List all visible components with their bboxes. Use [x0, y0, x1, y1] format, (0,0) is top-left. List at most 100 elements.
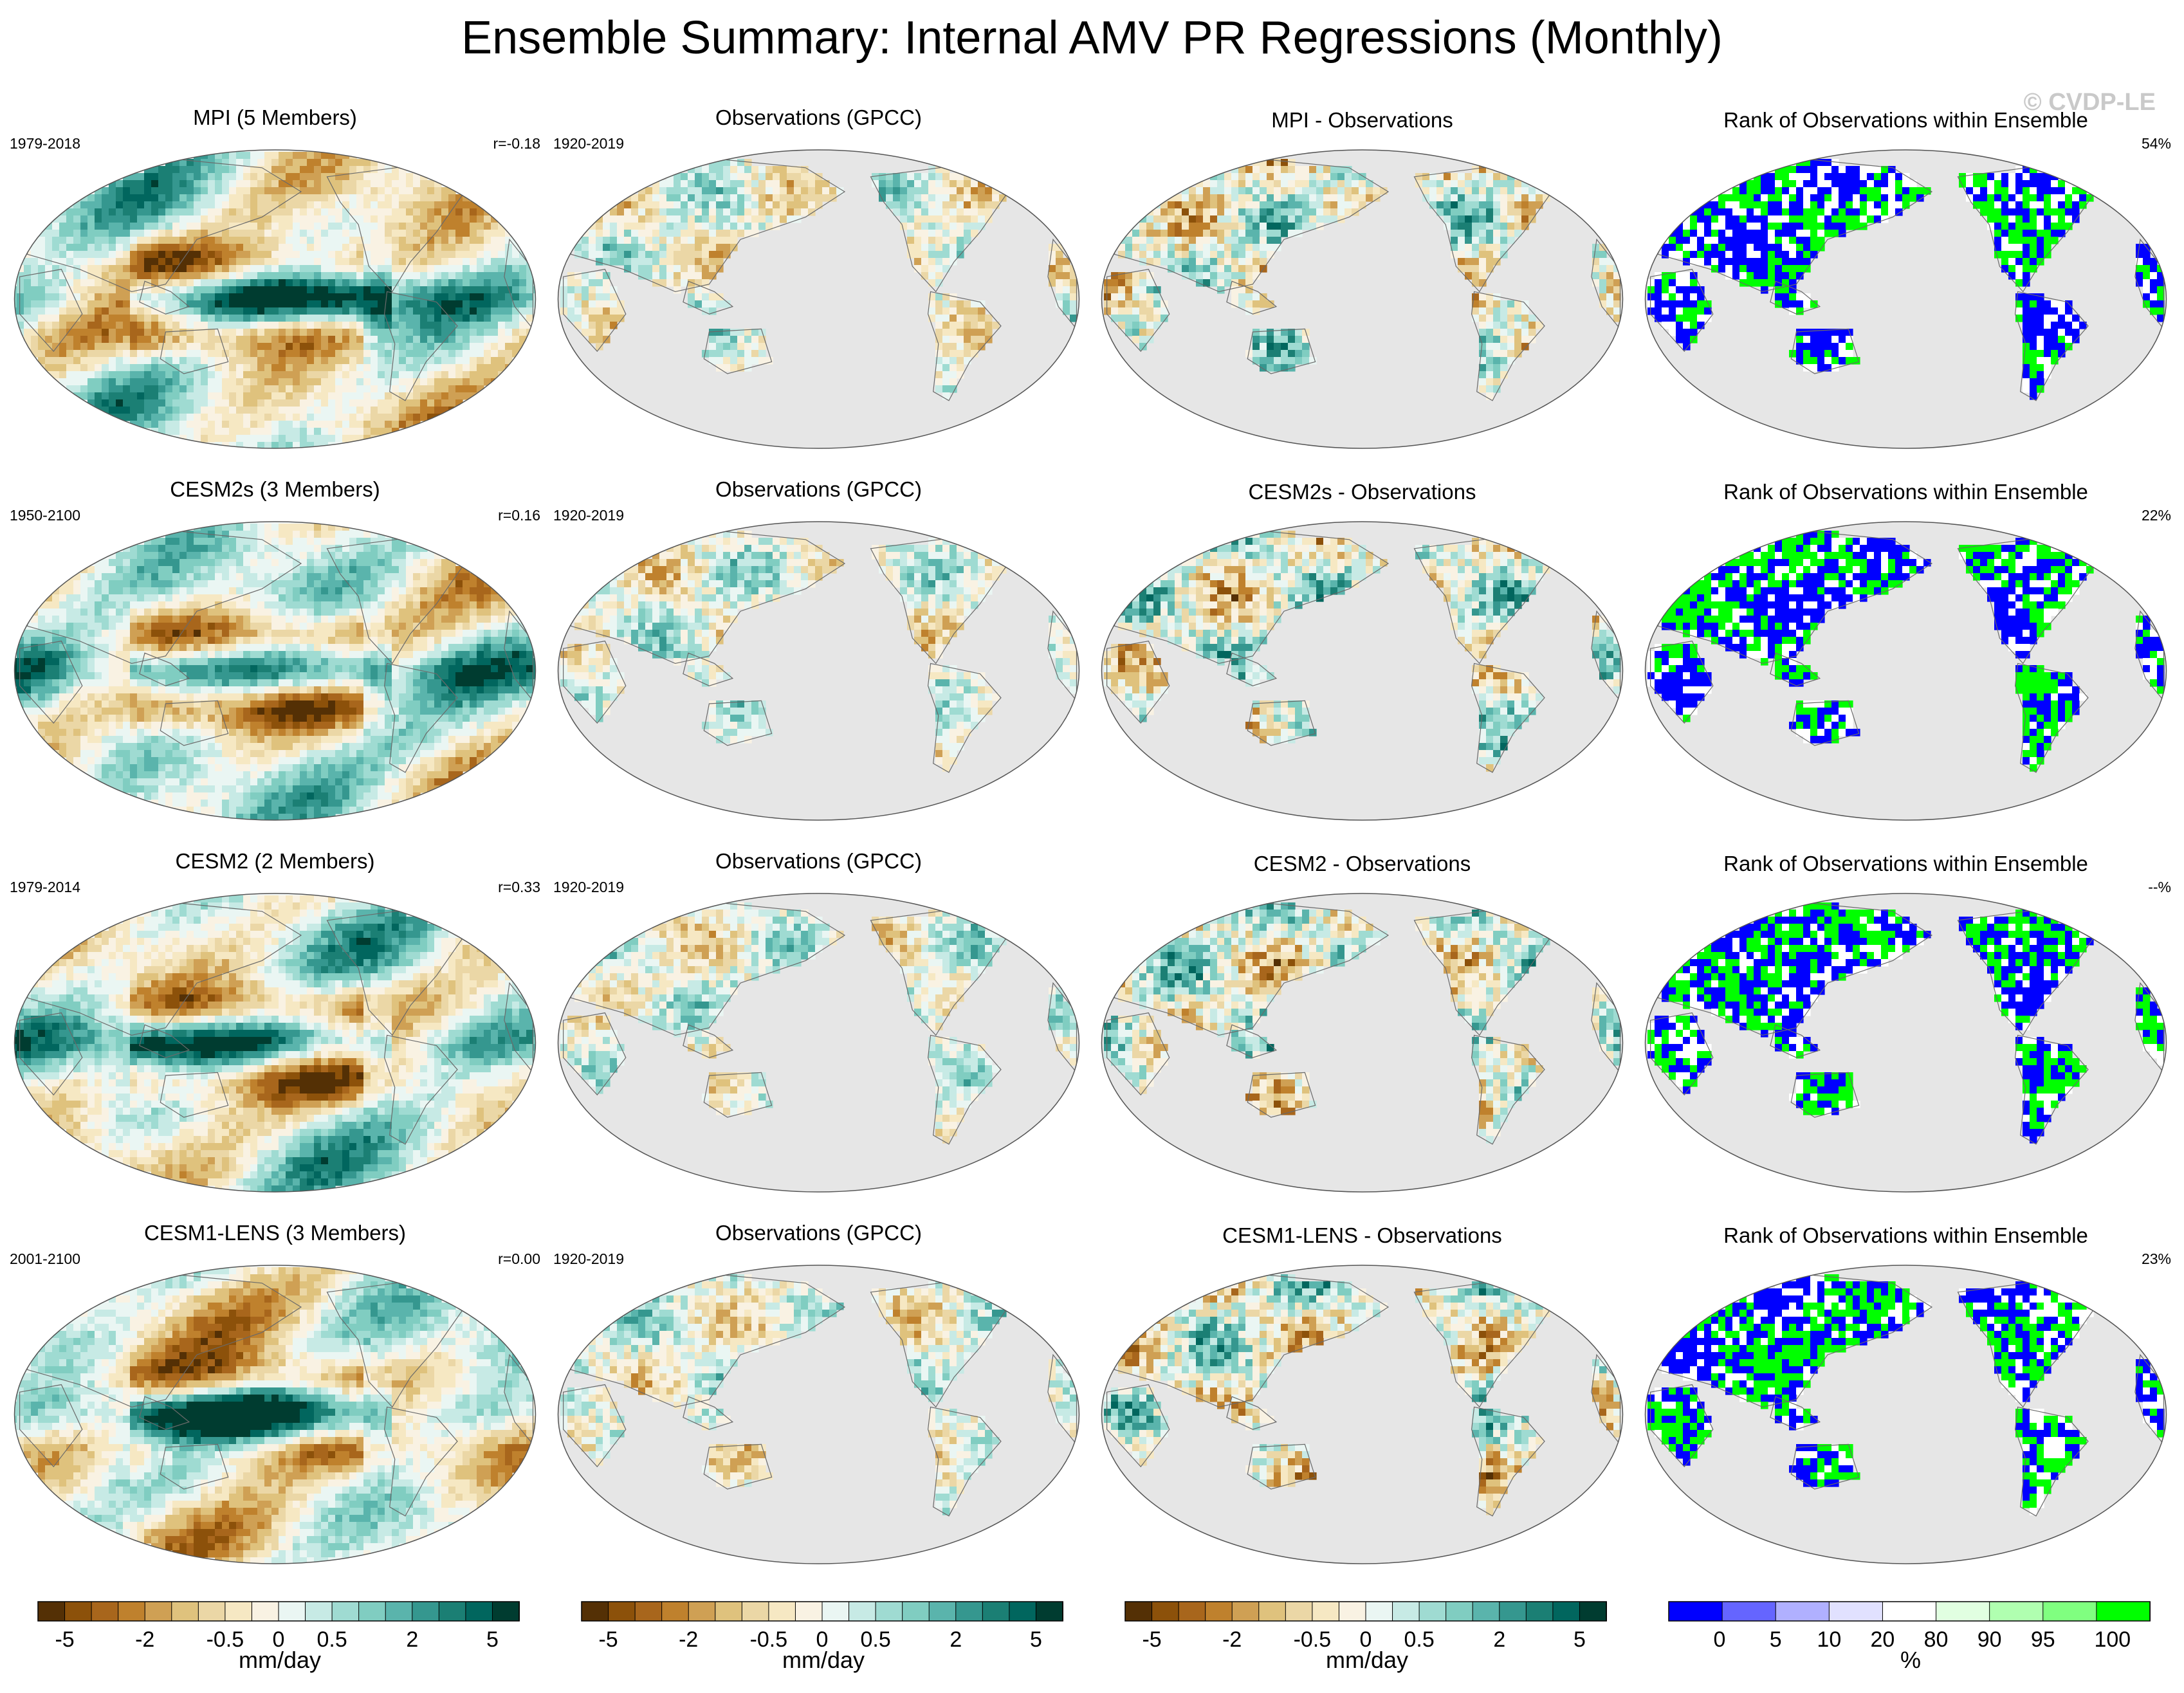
panel-model-row2: CESM2s (3 Members) 1950-2100 r=0.16 — [10, 475, 540, 835]
period-label: 1979-2018 — [10, 135, 80, 152]
colorbar-swatch — [955, 1601, 984, 1622]
colorbar-unit-label: mm/day — [35, 1647, 524, 1674]
colorbar-swatch — [1312, 1601, 1340, 1622]
colorbar-swatch — [1285, 1601, 1313, 1622]
colorbar-swatch — [2096, 1601, 2151, 1622]
colorbar-tick-label: -5 — [598, 1627, 618, 1652]
panel-title: MPI (5 Members) — [10, 105, 540, 130]
colorbar-tick-label: 100 — [2094, 1627, 2131, 1652]
colorbar-swatch — [821, 1601, 850, 1622]
colorbar-swatch — [37, 1601, 66, 1622]
colorbar-tick-label: -2 — [135, 1627, 154, 1652]
panel-obs-row2: Observations (GPCC) 1920-2019 — [553, 475, 1084, 835]
panel-diff-row2: CESM2s - Observations — [1097, 475, 1628, 835]
colorbar-swatch — [1009, 1601, 1037, 1622]
map-diff-row1 — [1101, 149, 1624, 449]
period-label: 1920-2019 — [553, 507, 624, 524]
colorbar-swatch — [1231, 1601, 1260, 1622]
colorbar-swatch — [1365, 1601, 1393, 1622]
panel-rank-row1: Rank of Observations within Ensemble 54% — [1640, 103, 2171, 463]
colorbar-tick-label: 5 — [1574, 1627, 1586, 1652]
colorbar-swatch — [1936, 1601, 1990, 1622]
colorbar-tick-label: -5 — [1142, 1627, 1161, 1652]
panel-title: Observations (GPCC) — [553, 477, 1084, 502]
map-rank-row2 — [1644, 521, 2167, 821]
colorbar-model: -5 -2 -0.5 0 0.5 2 5 — [37, 1601, 520, 1652]
colorbar-swatch — [1579, 1601, 1608, 1622]
colorbar-diff: -5 -2 -0.5 0 0.5 2 5 — [1124, 1601, 1608, 1652]
map-obs-row2 — [557, 521, 1080, 821]
colorbar-swatch — [91, 1601, 119, 1622]
watermark: © CVDP-LE — [2024, 89, 2156, 116]
colorbar-tick-label: 2 — [1493, 1627, 1505, 1652]
rank-percent-label: --% — [2148, 879, 2171, 896]
colorbar-swatch — [465, 1601, 493, 1622]
panel-title: CESM2 (2 Members) — [10, 849, 540, 874]
colorbar-swatch — [1152, 1601, 1180, 1622]
panel-obs-row3: Observations (GPCC) 1920-2019 — [553, 846, 1084, 1207]
colorbar-swatch — [278, 1601, 306, 1622]
panel-title: Rank of Observations within Ensemble — [1640, 480, 2171, 504]
colorbar-swatch — [1668, 1601, 1723, 1622]
colorbar-swatch — [358, 1601, 387, 1622]
colorbar-obs: -5 -2 -0.5 0 0.5 2 5 — [581, 1601, 1064, 1652]
colorbar-swatch — [1258, 1601, 1287, 1622]
map-model-row1 — [14, 149, 537, 449]
period-label: 2001-2100 — [10, 1250, 80, 1268]
panel-rank-row4: Rank of Observations within Ensemble 23% — [1640, 1218, 2171, 1579]
colorbar-swatch — [412, 1601, 440, 1622]
panel-obs-row1: Observations (GPCC) 1920-2019 — [553, 103, 1084, 463]
panel-title: CESM1-LENS - Observations — [1097, 1223, 1628, 1248]
colorbar-tick-label: -0.5 — [1294, 1627, 1332, 1652]
colorbar-tick-label: 80 — [1924, 1627, 1949, 1652]
correlation-label: r=0.16 — [498, 507, 540, 524]
colorbar-swatch — [661, 1601, 690, 1622]
colorbar-tick-label: 0 — [1713, 1627, 1725, 1652]
panel-model-row3: CESM2 (2 Members) 1979-2014 r=0.33 — [10, 846, 540, 1207]
colorbar-swatch — [197, 1601, 226, 1622]
colorbar-tick-label: 5 — [1030, 1627, 1042, 1652]
colorbar-swatch — [64, 1601, 93, 1622]
colorbar-swatch — [118, 1601, 146, 1622]
panel-title: CESM2s (3 Members) — [10, 477, 540, 502]
colorbar-swatch — [2042, 1601, 2097, 1622]
panel-title: Observations (GPCC) — [553, 849, 1084, 874]
colorbar-tick-label: -5 — [55, 1627, 74, 1652]
colorbar-swatch — [1989, 1601, 2044, 1622]
colorbar-swatch — [251, 1601, 280, 1622]
page-title: Ensemble Summary: Internal AMV PR Regres… — [0, 12, 2184, 64]
map-model-row4 — [14, 1265, 537, 1564]
panel-rank-row2: Rank of Observations within Ensemble 22% — [1640, 475, 2171, 835]
colorbar-tick-label: 0.5 — [317, 1627, 347, 1652]
panel-model-row4: CESM1-LENS (3 Members) 2001-2100 r=0.00 — [10, 1218, 540, 1579]
colorbar-swatch — [1124, 1601, 1153, 1622]
panel-title: CESM2s - Observations — [1097, 480, 1628, 504]
panel-obs-row4: Observations (GPCC) 1920-2019 — [553, 1218, 1084, 1579]
colorbar-swatch — [1552, 1601, 1581, 1622]
colorbar-swatch — [741, 1601, 769, 1622]
colorbar-swatch — [634, 1601, 663, 1622]
colorbar-swatch — [1775, 1601, 1830, 1622]
colorbar-rank: 0 5 10 20 80 90 95 100 — [1668, 1601, 2151, 1652]
colorbar-tick-label: 2 — [950, 1627, 962, 1652]
colorbar-swatch — [1472, 1601, 1500, 1622]
colorbar-swatch — [688, 1601, 716, 1622]
correlation-label: r=0.00 — [498, 1250, 540, 1268]
colorbar-tick-label: 2 — [406, 1627, 418, 1652]
colorbar-swatch — [144, 1601, 172, 1622]
colorbar-unit-label: mm/day — [579, 1647, 1068, 1674]
panel-title: Rank of Observations within Ensemble — [1640, 108, 2171, 133]
panel-title: Rank of Observations within Ensemble — [1640, 852, 2171, 876]
map-obs-row3 — [557, 893, 1080, 1193]
map-diff-row3 — [1101, 893, 1624, 1193]
colorbar-swatch — [849, 1601, 877, 1622]
colorbar-tick-label: -2 — [1222, 1627, 1242, 1652]
map-rank-row4 — [1644, 1265, 2167, 1564]
colorbar-swatch — [331, 1601, 360, 1622]
colorbar-unit-label: mm/day — [1123, 1647, 1611, 1674]
map-model-row3 — [14, 893, 537, 1193]
map-model-row2 — [14, 521, 537, 821]
correlation-label: r=0.33 — [498, 879, 540, 896]
panel-title: MPI - Observations — [1097, 108, 1628, 133]
panel-diff-row3: CESM2 - Observations — [1097, 846, 1628, 1207]
